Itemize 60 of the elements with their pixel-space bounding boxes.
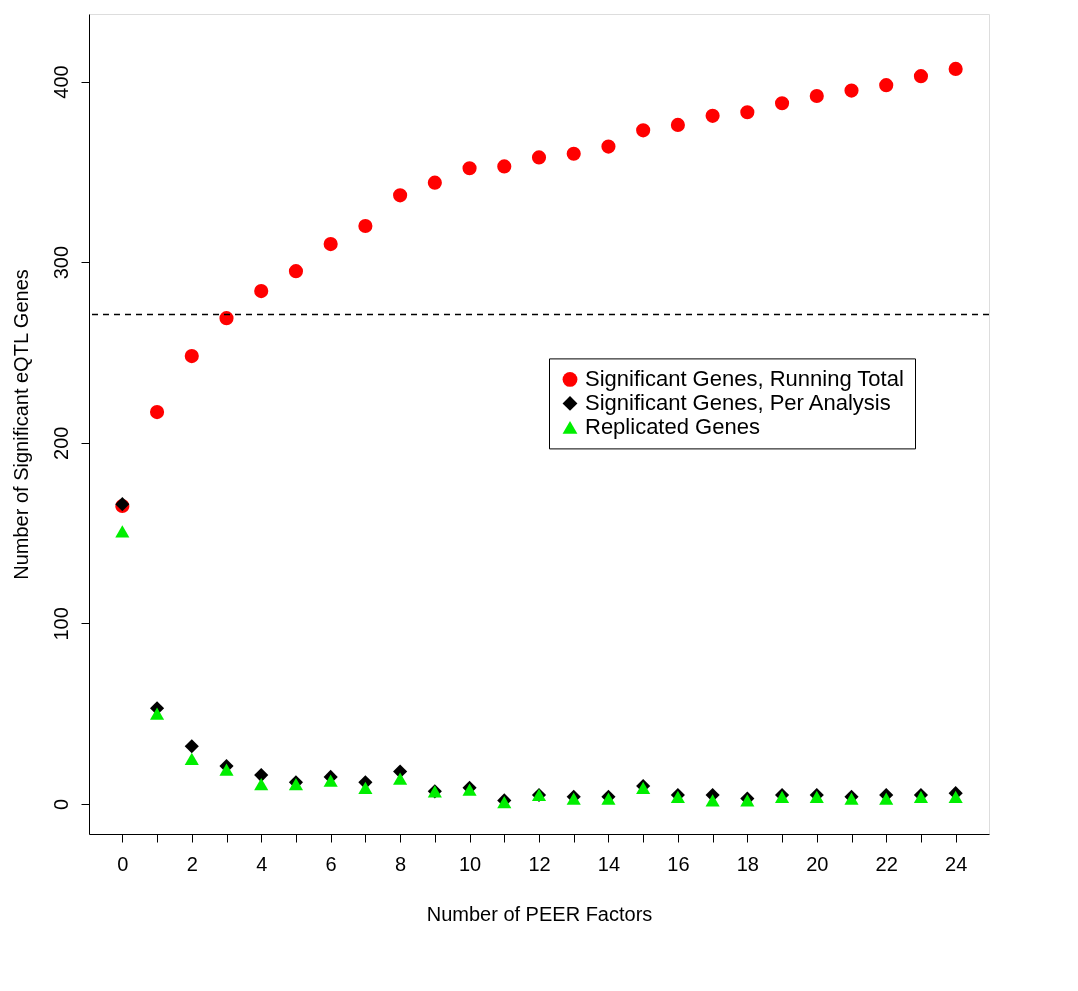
x-tick-label: 18 xyxy=(736,852,759,875)
point xyxy=(254,778,269,791)
x-tick-label: 0 xyxy=(117,852,129,875)
point xyxy=(393,188,408,203)
point xyxy=(358,218,373,234)
point xyxy=(288,264,304,279)
point xyxy=(879,78,894,93)
point xyxy=(531,150,547,165)
y-tick-label: 400 xyxy=(49,65,72,99)
x-tick-label: 4 xyxy=(256,852,268,875)
x-tick-label: 8 xyxy=(395,852,407,875)
point xyxy=(219,311,234,326)
point xyxy=(913,69,929,84)
point xyxy=(115,525,130,538)
point xyxy=(358,781,373,794)
point xyxy=(323,774,338,787)
x-tick-label: 16 xyxy=(667,852,690,875)
y-tick-label: 300 xyxy=(49,245,72,280)
x-tick-label: 22 xyxy=(875,852,898,875)
y-axis-title: Number of Significant eQTL Genes xyxy=(9,269,32,580)
point xyxy=(184,349,199,364)
point xyxy=(844,83,859,98)
legend-label: Significant Genes, Running Total xyxy=(585,366,904,392)
x-tick-label: 14 xyxy=(597,852,621,875)
point xyxy=(740,105,755,120)
point xyxy=(219,763,234,776)
point xyxy=(184,739,199,754)
point xyxy=(774,96,790,111)
legend-label: Significant Genes, Per Analysis xyxy=(585,390,891,416)
point xyxy=(636,123,651,138)
point xyxy=(705,108,720,123)
y-tick-label: 0 xyxy=(49,798,72,811)
point xyxy=(497,159,512,174)
point xyxy=(462,161,477,176)
point xyxy=(705,794,720,807)
x-tick-label: 10 xyxy=(458,852,482,875)
point xyxy=(323,237,338,252)
point xyxy=(948,790,963,803)
point xyxy=(879,792,894,805)
y-tick-label: 100 xyxy=(49,607,72,641)
point xyxy=(948,61,963,76)
point xyxy=(184,752,199,765)
y-tick-label: 200 xyxy=(49,426,72,460)
point xyxy=(566,146,581,161)
point xyxy=(427,175,442,190)
point xyxy=(254,284,269,299)
x-axis-title: Number of PEER Factors xyxy=(426,902,653,925)
point xyxy=(149,405,165,420)
point xyxy=(670,117,685,132)
point xyxy=(254,768,269,783)
x-tick-label: 6 xyxy=(325,852,337,875)
legend-label: Replicated Genes xyxy=(585,414,760,440)
x-tick-label: 12 xyxy=(528,852,551,875)
x-tick-label: 20 xyxy=(806,852,829,875)
point xyxy=(601,139,616,154)
x-tick-label: 24 xyxy=(945,852,968,875)
x-tick-label: 2 xyxy=(186,852,198,875)
point xyxy=(149,707,165,720)
point xyxy=(393,772,408,785)
point xyxy=(809,88,824,104)
